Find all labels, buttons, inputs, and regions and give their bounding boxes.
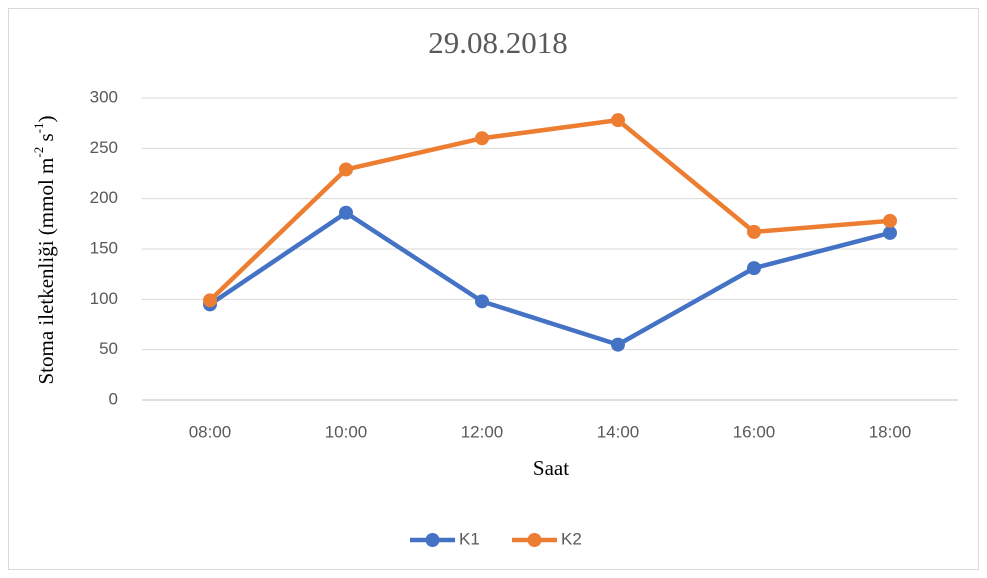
x-tick-label: 12:00 [461, 422, 504, 441]
y-axis-label: Stoma iletkenliği (mmol m-2 s-1) [31, 115, 57, 384]
y-tick-label: 100 [90, 289, 118, 308]
y-tick-label: 50 [99, 339, 118, 358]
y-label-part: ) [34, 115, 58, 122]
y-tick-label: 0 [109, 389, 118, 408]
y-label-part: s [34, 133, 58, 146]
chart-title: 29.08.2018 [428, 25, 568, 60]
legend-marker [425, 533, 440, 547]
point [883, 213, 897, 228]
y-label-part: Stoma iletkenliği (mmol m [34, 158, 58, 385]
x-tick-label: 08:00 [189, 422, 232, 441]
y-label-sup: -1 [31, 122, 46, 133]
x-tick-label: 16:00 [733, 422, 776, 441]
y-label-sup: -2 [31, 147, 46, 158]
chart-border [8, 8, 979, 570]
point [611, 337, 625, 352]
y-tick-label: 150 [90, 238, 118, 257]
series-line [208, 117, 891, 302]
y-tick-label: 250 [90, 138, 118, 157]
y-tick-label: 200 [90, 188, 118, 207]
point [747, 261, 761, 276]
series-line [208, 210, 891, 347]
x-tick-label: 14:00 [597, 422, 640, 441]
y-tick-label: 300 [90, 87, 118, 106]
point [883, 225, 897, 240]
point [475, 131, 489, 146]
x-tick-label: 10:00 [325, 422, 368, 441]
x-axis-label: Saat [533, 456, 569, 480]
point [339, 162, 353, 177]
point [339, 205, 353, 220]
point [611, 113, 625, 128]
legend-label: K1 [459, 529, 480, 548]
point [475, 294, 489, 309]
x-tick-label: 18:00 [869, 422, 912, 441]
legend-marker [527, 533, 542, 547]
point [747, 224, 761, 239]
point [203, 293, 217, 308]
legend-label: K2 [561, 529, 582, 548]
